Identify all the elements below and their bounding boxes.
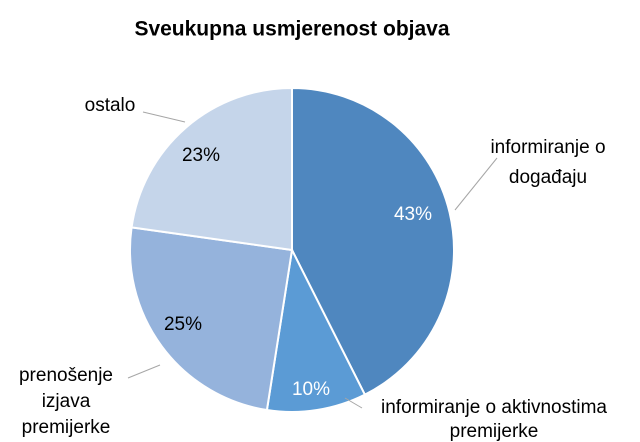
value-label: 25% xyxy=(164,314,202,335)
pie-slice xyxy=(291,86,455,397)
category-label: informiranje o događaju xyxy=(490,137,605,188)
chart-title: Sveukupna usmjerenost objava xyxy=(134,18,449,41)
leader-line xyxy=(127,364,161,379)
leader-line xyxy=(454,157,498,211)
pie-slice xyxy=(129,226,294,412)
value-label: 23% xyxy=(182,145,220,166)
value-label: 43% xyxy=(394,204,432,225)
leader-line xyxy=(344,397,363,409)
category-label: informiranje o aktivnostima premijerke xyxy=(381,397,607,442)
pie-slice xyxy=(130,86,293,252)
value-label: 10% xyxy=(292,379,330,400)
pie-slice xyxy=(265,246,367,413)
leader-line xyxy=(142,111,186,123)
category-label: ostalo xyxy=(85,95,136,116)
category-label: prenošenje izjava premijerke xyxy=(19,365,113,438)
